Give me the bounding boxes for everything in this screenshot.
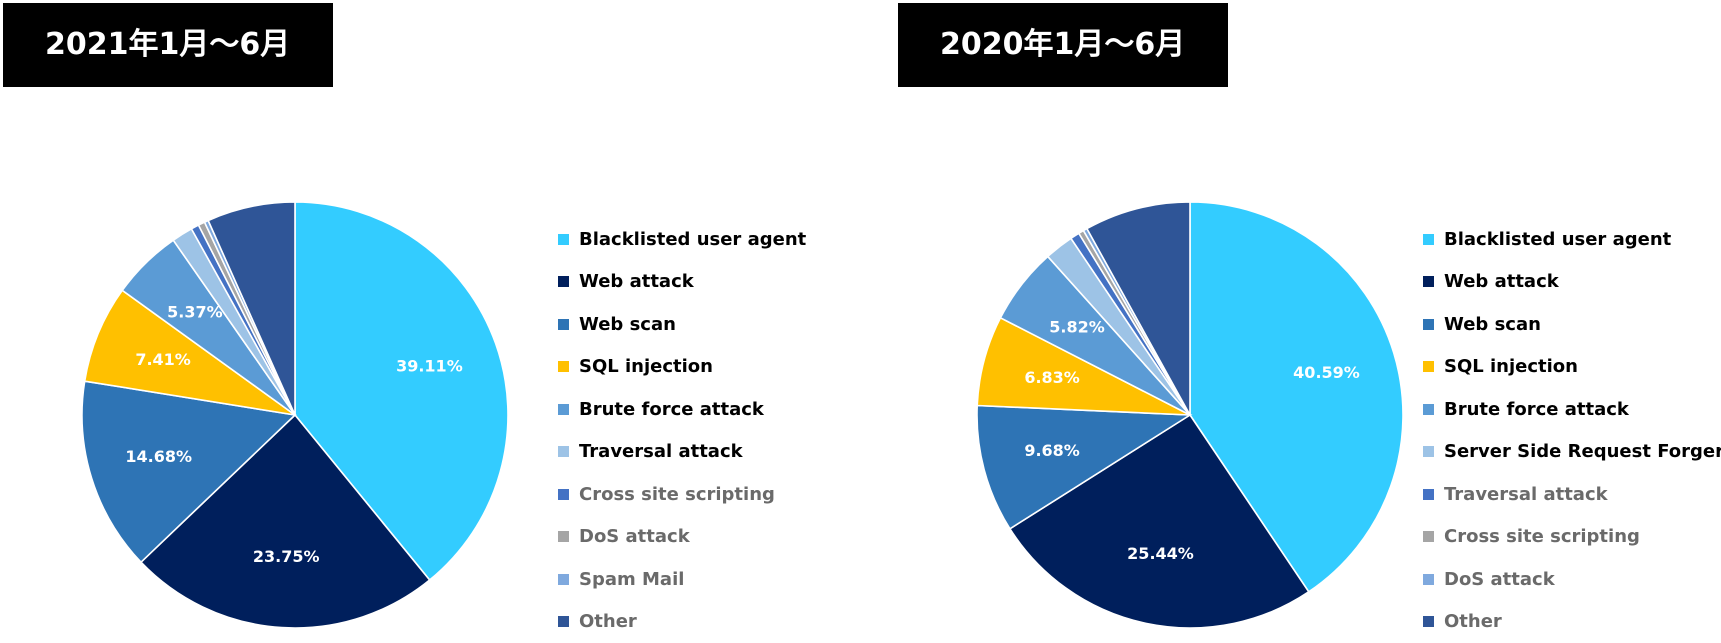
legend-label: Brute force attack	[1444, 399, 1629, 420]
legend-label: Web scan	[579, 314, 676, 335]
legend-item-cross-site-scripting: Cross site scripting	[558, 473, 806, 516]
legend-item-blacklisted-user-agent: Blacklisted user agent	[1423, 218, 1721, 261]
legend-swatch	[558, 574, 569, 585]
legend-label: Web attack	[1444, 271, 1559, 292]
pie-chart: 39.11% 23.75% 14.68% 7.41% 5.37%	[80, 200, 510, 630]
data-label-sql-injection: 7.41%	[135, 350, 191, 369]
legend-label: Blacklisted user agent	[579, 229, 806, 250]
legend-item-sql-injection: SQL injection	[558, 346, 806, 389]
legend-item-dos-attack: DoS attack	[558, 516, 806, 559]
legend-label: DoS attack	[579, 526, 690, 547]
legend-label: Cross site scripting	[1444, 526, 1640, 547]
data-label-web-scan: 9.68%	[1024, 441, 1080, 460]
legend-swatch	[1423, 574, 1434, 585]
data-label-brute-force-attack: 5.82%	[1049, 317, 1105, 336]
legend-item-web-scan: Web scan	[1423, 303, 1721, 346]
data-label-blacklisted-user-agent: 39.11%	[396, 357, 463, 376]
legend-label: Spam Mail	[579, 569, 684, 590]
data-label-web-scan: 14.68%	[125, 447, 192, 466]
legend-label: Web attack	[579, 271, 694, 292]
legend-item-blacklisted-user-agent: Blacklisted user agent	[558, 218, 806, 261]
data-label-web-attack: 23.75%	[253, 547, 320, 566]
legend-swatch	[558, 361, 569, 372]
legend-label: Server Side Request Forgery	[1444, 441, 1721, 462]
legend-item-sql-injection: SQL injection	[1423, 346, 1721, 389]
legend-label: Cross site scripting	[579, 484, 775, 505]
legend-label: DoS attack	[1444, 569, 1555, 590]
legend-swatch	[1423, 616, 1434, 627]
legend-item-brute-force-attack: Brute force attack	[558, 388, 806, 431]
data-label-brute-force-attack: 5.37%	[167, 303, 223, 322]
legend-item-traversal-attack: Traversal attack	[1423, 473, 1721, 516]
legend-label: SQL injection	[1444, 356, 1578, 377]
chart-title: 2020年1月〜6月	[898, 3, 1228, 87]
data-label-sql-injection: 6.83%	[1024, 368, 1080, 387]
legend-swatch	[1423, 276, 1434, 287]
legend-swatch	[558, 446, 569, 457]
legend-item-brute-force-attack: Brute force attack	[1423, 388, 1721, 431]
legend-item-web-attack: Web attack	[558, 261, 806, 304]
chart-title: 2021年1月〜6月	[3, 3, 333, 87]
legend-item-traversal-attack: Traversal attack	[558, 431, 806, 474]
legend-item-web-attack: Web attack	[1423, 261, 1721, 304]
legend-label: Blacklisted user agent	[1444, 229, 1671, 250]
legend-swatch	[558, 489, 569, 500]
legend-swatch	[1423, 361, 1434, 372]
legend-swatch	[1423, 319, 1434, 330]
pie-chart: 40.59% 25.44% 9.68% 6.83% 5.82%	[975, 200, 1405, 630]
legend-label: SQL injection	[579, 356, 713, 377]
legend: Blacklisted user agent Web attack Web scan…	[558, 218, 806, 643]
legend-item-other: Other	[558, 601, 806, 643]
legend: Blacklisted user agent Web attack Web scan…	[1423, 218, 1721, 643]
legend-item-dos-attack: DoS attack	[1423, 558, 1721, 601]
legend-label: Brute force attack	[579, 399, 764, 420]
legend-swatch	[1423, 489, 1434, 500]
data-label-blacklisted-user-agent: 40.59%	[1293, 363, 1360, 382]
legend-swatch	[558, 319, 569, 330]
legend-swatch	[558, 616, 569, 627]
legend-swatch	[558, 234, 569, 245]
legend-swatch	[1423, 404, 1434, 415]
legend-swatch	[558, 276, 569, 287]
legend-swatch	[558, 404, 569, 415]
legend-label: Other	[579, 611, 637, 632]
legend-label: Traversal attack	[579, 441, 743, 462]
chart-panel-2021: 2021年1月〜6月 39.11%23.75%14.68%7.41%5.37% …	[0, 0, 880, 640]
legend-item-web-scan: Web scan	[558, 303, 806, 346]
legend-label: Web scan	[1444, 314, 1541, 335]
legend-label: Other	[1444, 611, 1502, 632]
chart-panel-2020: 2020年1月〜6月 40.59% 25.44% 9.68% 6.83% 5.82% B…	[895, 0, 1721, 640]
legend-swatch	[1423, 234, 1434, 245]
legend-item-other: Other	[1423, 601, 1721, 643]
legend-item-spam-mail: Spam Mail	[558, 558, 806, 601]
legend-item-server-side-request-forgery: Server Side Request Forgery	[1423, 431, 1721, 474]
legend-swatch	[1423, 446, 1434, 457]
legend-swatch	[558, 531, 569, 542]
legend-swatch	[1423, 531, 1434, 542]
legend-item-cross-site-scripting: Cross site scripting	[1423, 516, 1721, 559]
data-label-web-attack: 25.44%	[1127, 544, 1194, 563]
legend-label: Traversal attack	[1444, 484, 1608, 505]
